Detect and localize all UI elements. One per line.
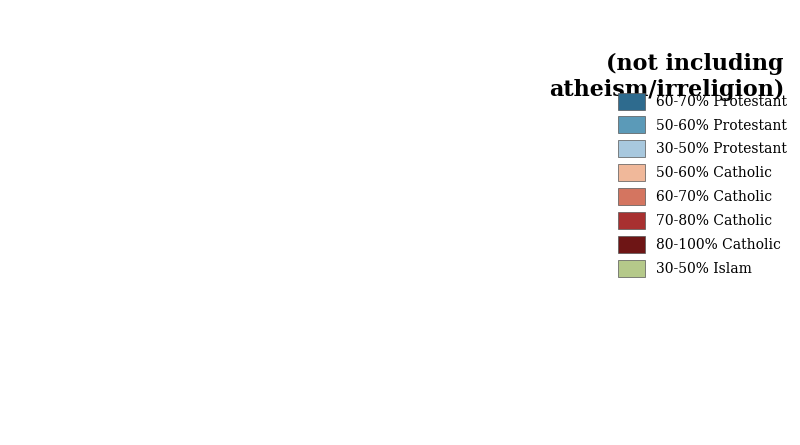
Text: (not including
atheism/irreligion): (not including atheism/irreligion)	[549, 53, 784, 101]
Legend: 60-70% Protestant, 50-60% Protestant, 30-50% Protestant, 50-60% Catholic, 60-70%: 60-70% Protestant, 50-60% Protestant, 30…	[612, 87, 793, 282]
